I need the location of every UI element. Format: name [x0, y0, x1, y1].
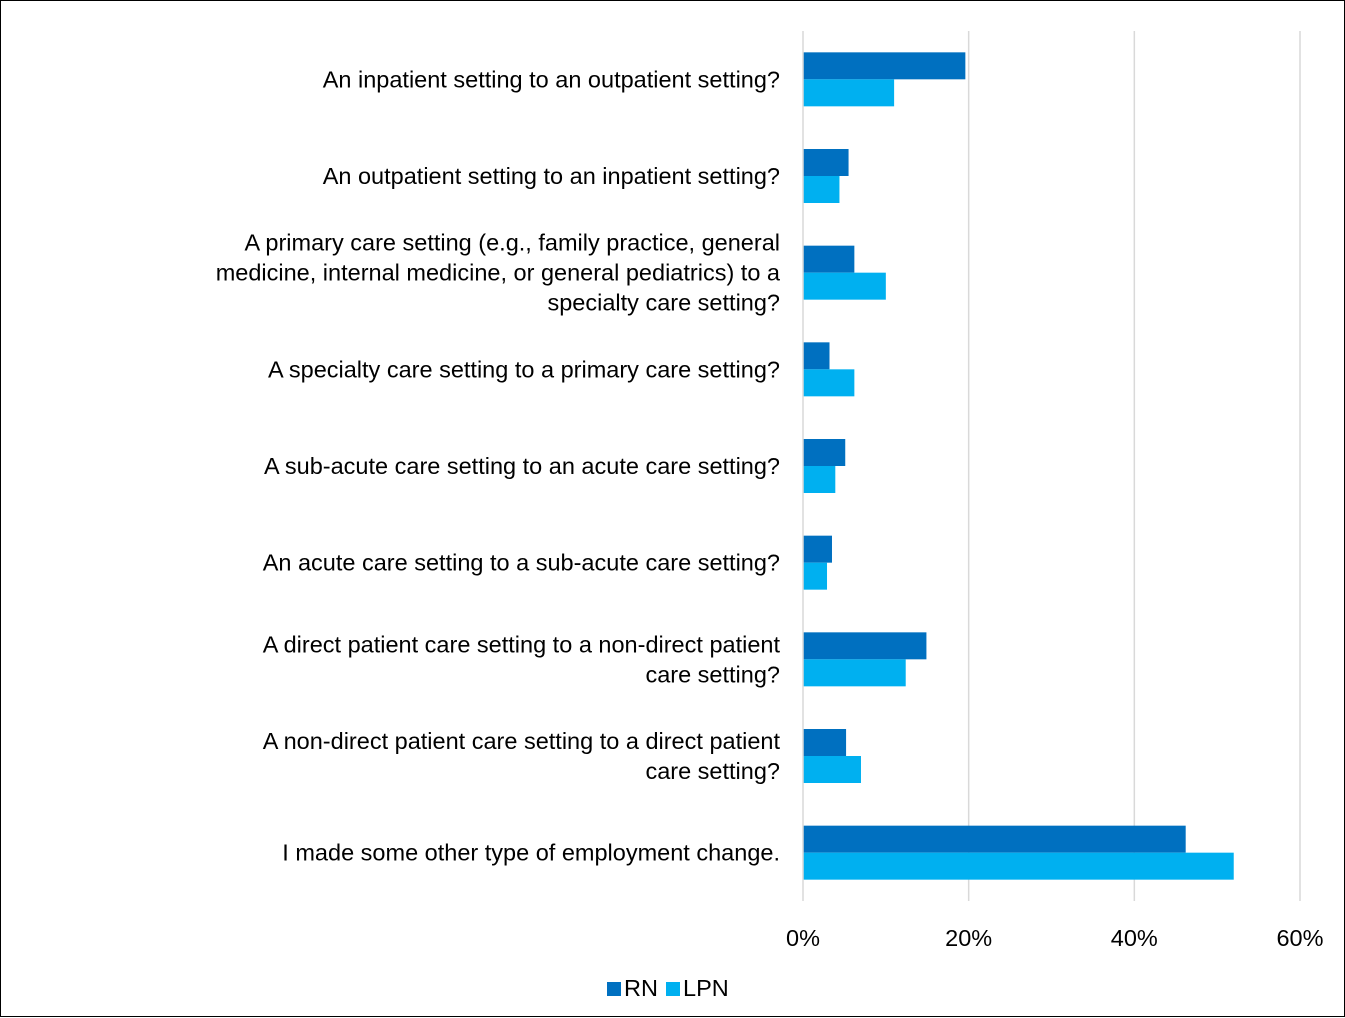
bar-lpn — [803, 79, 895, 107]
bar-lpn — [803, 659, 906, 687]
category-label: An acute care setting to a sub-acute car… — [263, 550, 780, 576]
x-tick-label: 20% — [945, 925, 992, 951]
bar-lpn — [803, 466, 836, 493]
category-label: A primary care setting (e.g., family pra… — [216, 230, 781, 316]
category-label-line: A sub-acute care setting to an acute car… — [264, 453, 780, 479]
category-label: A sub-acute care setting to an acute car… — [264, 453, 780, 479]
legend-swatch-lpn — [666, 982, 680, 996]
bar-lpn — [803, 176, 840, 203]
bar-rn — [803, 825, 1186, 853]
category-label-line: An acute care setting to a sub-acute car… — [263, 550, 780, 576]
legend-label-rn: RN — [624, 975, 658, 1001]
bar-rn — [803, 149, 849, 176]
bar-rn — [803, 729, 847, 756]
bar-lpn — [803, 562, 828, 590]
category-label: A specialty care setting to a primary ca… — [268, 356, 780, 382]
bar-rn — [803, 245, 855, 273]
category-label: A non-direct patient care setting to a d… — [263, 728, 781, 784]
bar-rn — [803, 439, 846, 466]
category-label-line: An inpatient setting to an outpatient se… — [323, 66, 780, 92]
category-label-line: A primary care setting (e.g., family pra… — [245, 230, 781, 256]
category-label-line: I made some other type of employment cha… — [282, 840, 780, 866]
bar-lpn — [803, 852, 1234, 880]
bar-rn — [803, 632, 927, 660]
category-label-line: specialty care setting? — [547, 290, 780, 316]
category-label-line: care setting? — [645, 758, 780, 784]
category-label: A direct patient care setting to a non-d… — [263, 631, 781, 687]
bar-lpn — [803, 756, 861, 783]
category-label: An outpatient setting to an inpatient se… — [323, 163, 780, 189]
bar-lpn — [803, 272, 886, 300]
legend-label-lpn: LPN — [683, 975, 729, 1001]
category-label-line: An outpatient setting to an inpatient se… — [323, 163, 780, 189]
category-label-line: A specialty care setting to a primary ca… — [268, 356, 780, 382]
category-label: An inpatient setting to an outpatient se… — [323, 66, 780, 92]
bar-rn — [803, 52, 966, 80]
x-tick-label: 40% — [1111, 925, 1158, 951]
category-label-line: A direct patient care setting to a non-d… — [263, 631, 781, 657]
bar-rn — [803, 535, 832, 563]
legend-swatch-rn — [607, 982, 621, 996]
category-label-line: medicine, internal medicine, or general … — [216, 260, 781, 286]
x-tick-label: 0% — [786, 925, 820, 951]
category-label-line: A non-direct patient care setting to a d… — [263, 728, 781, 754]
category-label-line: care setting? — [645, 661, 780, 687]
x-tick-label: 60% — [1276, 925, 1323, 951]
bar-lpn — [803, 369, 855, 397]
bar-rn — [803, 342, 830, 370]
category-label: I made some other type of employment cha… — [282, 840, 780, 866]
